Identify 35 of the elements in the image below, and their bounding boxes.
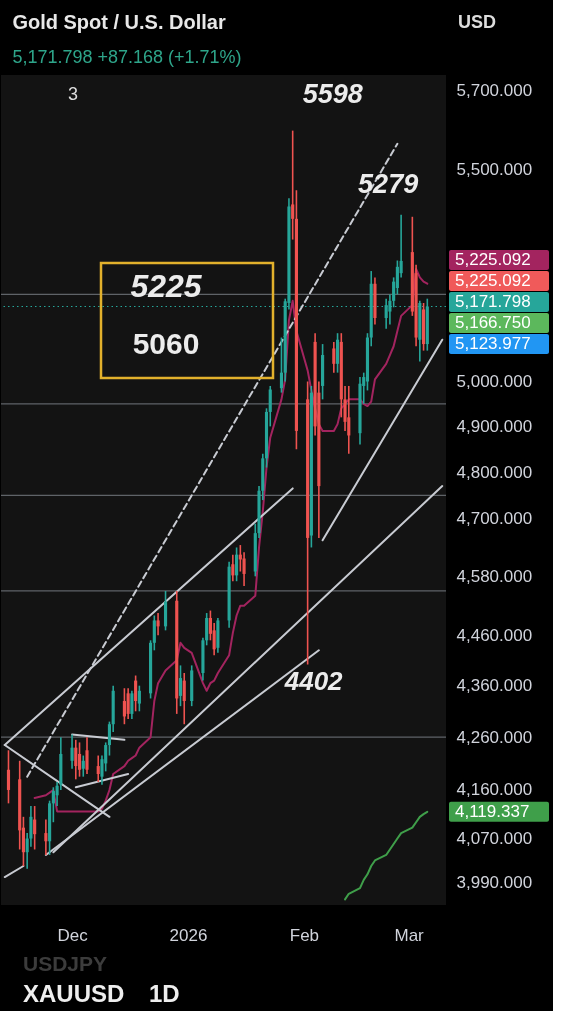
annotation: 3: [67, 84, 79, 104]
y-tick-label: 4,460.000: [456, 625, 533, 645]
annotation: 5060: [132, 327, 200, 360]
y-tick-label: 4,160.000: [456, 780, 533, 800]
x-tick-label: Mar: [394, 925, 425, 945]
chart-subtitle: 5,171.798 +87.168 (+1.71%): [12, 47, 242, 67]
y-tick-label: 4,360.000: [456, 676, 533, 696]
y-tick-label: 4,900.000: [456, 416, 533, 436]
annotation: 5279: [358, 168, 419, 199]
y-tick-label: 5,000.000: [456, 372, 533, 392]
y-tick-label: 5,500.000: [456, 160, 533, 180]
annotation: 5,166.750: [455, 312, 531, 332]
annotation: 4402: [283, 666, 344, 697]
y-tick-label: 4,580.000: [456, 566, 533, 586]
annotation: 5225: [130, 268, 203, 304]
text: USD: [458, 12, 497, 32]
x-tick-label: Dec: [57, 925, 89, 945]
x-tick-label: Feb: [289, 925, 320, 945]
annotation: 5,225.092: [455, 270, 531, 290]
y-tick-label: 4,800.000: [456, 462, 533, 482]
chart-title: Gold Spot / U.S. Dollar: [12, 11, 226, 33]
y-tick-label: 4,700.000: [456, 509, 533, 529]
y-tick-label: 3,990.000: [456, 873, 533, 893]
ref-line-label: 5,171.798: [455, 291, 531, 311]
data-label: 5,225.092: [455, 249, 531, 269]
y-tick-label: 4,260.000: [456, 727, 533, 747]
x-tick-label: 2026: [169, 925, 208, 945]
data-label: 4,119.337: [455, 801, 530, 821]
y-tick-label: 4,070.000: [456, 829, 533, 849]
text: USDJPY: [23, 952, 108, 975]
annotation: 5,123.977: [455, 333, 531, 353]
annotation: 5598: [302, 78, 363, 109]
text: XAUUSD: [23, 980, 125, 1007]
text: 1D: [149, 980, 180, 1007]
y-tick-label: 5,700.000: [456, 81, 533, 101]
